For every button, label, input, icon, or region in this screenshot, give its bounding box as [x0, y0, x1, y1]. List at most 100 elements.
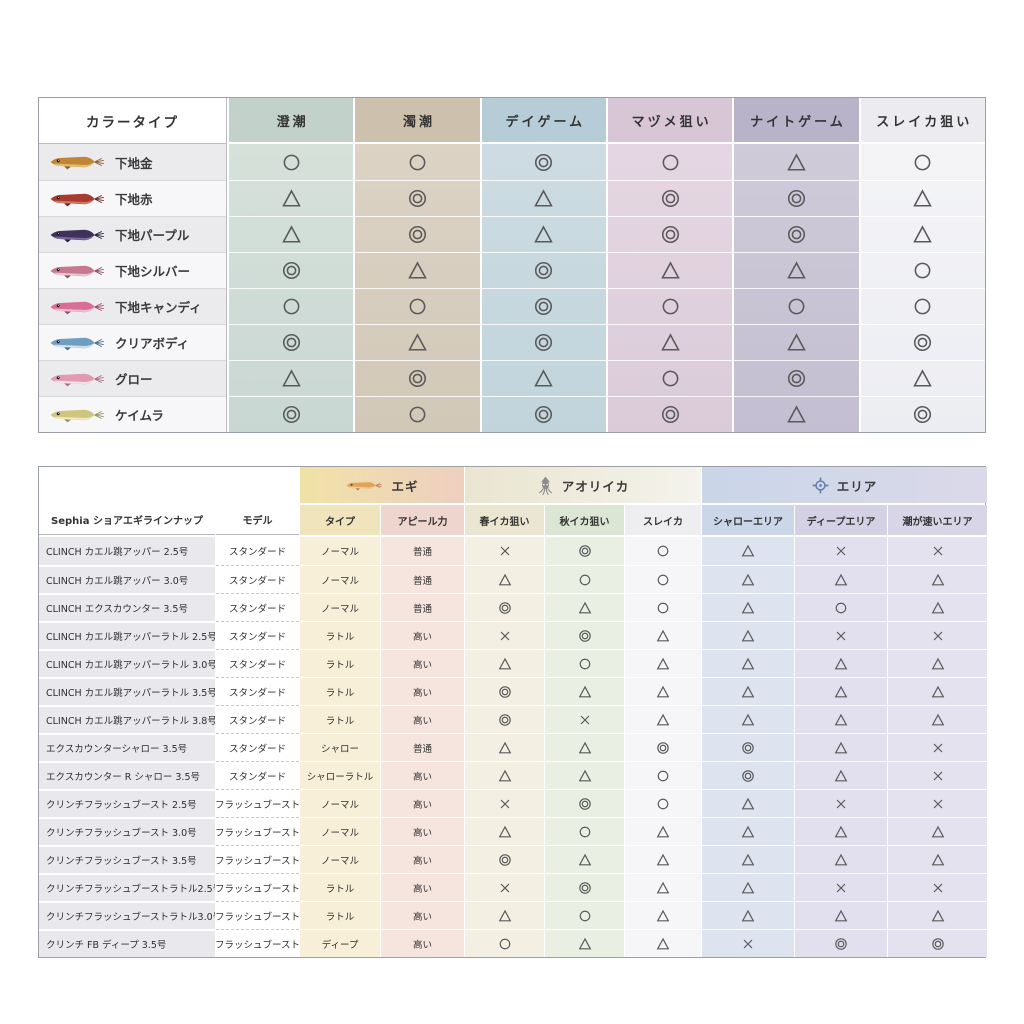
appeal-cell: 普通	[381, 565, 464, 593]
group-header-empty	[39, 467, 299, 503]
mark-triangle-icon	[741, 909, 755, 921]
rating-cell	[860, 396, 985, 432]
mark-circle-icon	[579, 826, 590, 837]
color-name: 下地赤	[115, 192, 153, 207]
mark-triangle-icon	[741, 544, 755, 557]
mark-double-circle-icon	[742, 741, 754, 754]
mark-triangle-icon	[660, 333, 680, 351]
lineup-column: シャローエリア	[702, 505, 794, 957]
color-row-label: 下地キャンディ	[39, 288, 226, 324]
rating-cell	[465, 537, 544, 565]
mark-triangle-icon	[787, 152, 806, 171]
appeal-cell: 普通	[381, 593, 464, 621]
group-header: エギ	[300, 467, 464, 503]
rating-cell	[465, 817, 544, 845]
lure-thumbnail	[45, 154, 109, 170]
rating-cell	[734, 360, 859, 396]
rating-cell	[229, 324, 354, 360]
rating-cell	[702, 677, 794, 705]
rating-cell	[795, 901, 887, 929]
rating-cell	[607, 324, 733, 360]
model-cell: スタンダード	[216, 761, 299, 789]
rating-cell	[625, 929, 701, 957]
column-header: アピール力	[381, 505, 464, 535]
rating-cell	[625, 677, 701, 705]
rating-cell	[702, 929, 794, 957]
mark-double-circle-icon	[282, 333, 300, 352]
lineup-column: スレイカ	[625, 505, 701, 957]
model-cell: スタンダード	[216, 733, 299, 761]
mark-circle-icon	[409, 298, 426, 315]
color-name: 下地キャンディ	[115, 300, 202, 315]
rating-cell	[607, 360, 733, 396]
mark-cross-icon	[500, 631, 509, 640]
mark-double-circle-icon	[914, 333, 932, 352]
mark-triangle-icon	[656, 713, 670, 725]
mark-triangle-icon	[578, 853, 591, 865]
egi-lure-icon	[50, 337, 104, 350]
rating-cell	[465, 845, 544, 873]
area-target-icon	[812, 477, 829, 493]
type-cell: ノーマル	[300, 817, 380, 845]
mark-triangle-icon	[498, 825, 511, 837]
rating-cell	[888, 789, 987, 817]
column-header: ディープエリア	[795, 505, 887, 535]
mark-double-circle-icon	[578, 629, 591, 642]
rating-cell	[860, 252, 985, 288]
mark-triangle-icon	[578, 741, 591, 753]
product-name-cell: エクスカウンターシャロー 3.5号	[39, 733, 215, 761]
rating-cell	[888, 873, 987, 901]
rating-cell	[702, 593, 794, 621]
model-cell: スタンダード	[216, 565, 299, 593]
mark-circle-icon	[657, 770, 669, 781]
mark-double-circle-icon	[578, 797, 591, 810]
rating-cell	[229, 180, 354, 216]
model-cell: スタンダード	[216, 677, 299, 705]
rating-cell	[888, 677, 987, 705]
product-name-cell: CLINCH カエル跳アッパーラトル 2.5号	[39, 621, 215, 649]
model-cell: フラッシュブースト	[216, 929, 299, 957]
rating-cell	[545, 593, 624, 621]
mark-circle-icon	[662, 370, 679, 387]
product-name-cell: クリンチフラッシュブーストラトル2.5号	[39, 873, 215, 901]
rating-cell	[465, 761, 544, 789]
type-cell: ディープ	[300, 929, 380, 957]
appeal-cell: 高い	[381, 621, 464, 649]
appeal-cell: 高い	[381, 649, 464, 677]
rating-cell	[625, 565, 701, 593]
mark-triangle-icon	[787, 405, 806, 423]
model-cell: スタンダード	[216, 593, 299, 621]
lure-thumbnail	[45, 371, 109, 387]
mark-double-circle-icon	[535, 297, 553, 316]
mark-triangle-icon	[281, 369, 301, 387]
mark-triangle-icon	[408, 333, 427, 351]
type-cell: ノーマル	[300, 789, 380, 817]
mark-circle-icon	[914, 298, 931, 315]
mark-double-circle-icon	[408, 189, 427, 208]
egi-lure-icon	[50, 156, 104, 170]
condition-header: デイゲーム	[481, 98, 606, 142]
column-header: Sephia ショアエギラインナップ	[39, 505, 215, 535]
type-cell: ノーマル	[320, 547, 359, 558]
lineup-table: エギ アオリイカ エリア Sephia ショアエギラインナップ CLINCH カエル跳ア…	[38, 466, 987, 958]
lineup-column: アピール力 普通 普通 普通 高い 高い 高い 高い 普通 高い 高い 高い 高い 高い 高い 高い	[381, 505, 464, 957]
mark-triangle-icon	[741, 657, 755, 669]
rating-cell	[545, 873, 624, 901]
rating-cell	[702, 649, 794, 677]
mark-triangle-icon	[281, 225, 301, 243]
rating-cell	[355, 396, 480, 432]
rating-cell	[625, 593, 701, 621]
mark-circle-icon	[657, 574, 669, 585]
rating-cell	[795, 677, 887, 705]
egi-lure-icon	[50, 265, 104, 278]
mark-triangle-icon	[931, 573, 944, 585]
rating-cell	[465, 593, 544, 621]
mark-double-circle-icon	[498, 713, 511, 726]
color-row-label: ケイムラ	[39, 396, 226, 432]
rating-cell	[465, 649, 544, 677]
mark-triangle-icon	[408, 261, 427, 279]
condition-column: 澄潮	[229, 98, 354, 432]
mark-double-circle-icon	[787, 189, 806, 208]
condition-column-body	[229, 142, 354, 432]
model-cell: フラッシュブースト	[216, 817, 299, 845]
